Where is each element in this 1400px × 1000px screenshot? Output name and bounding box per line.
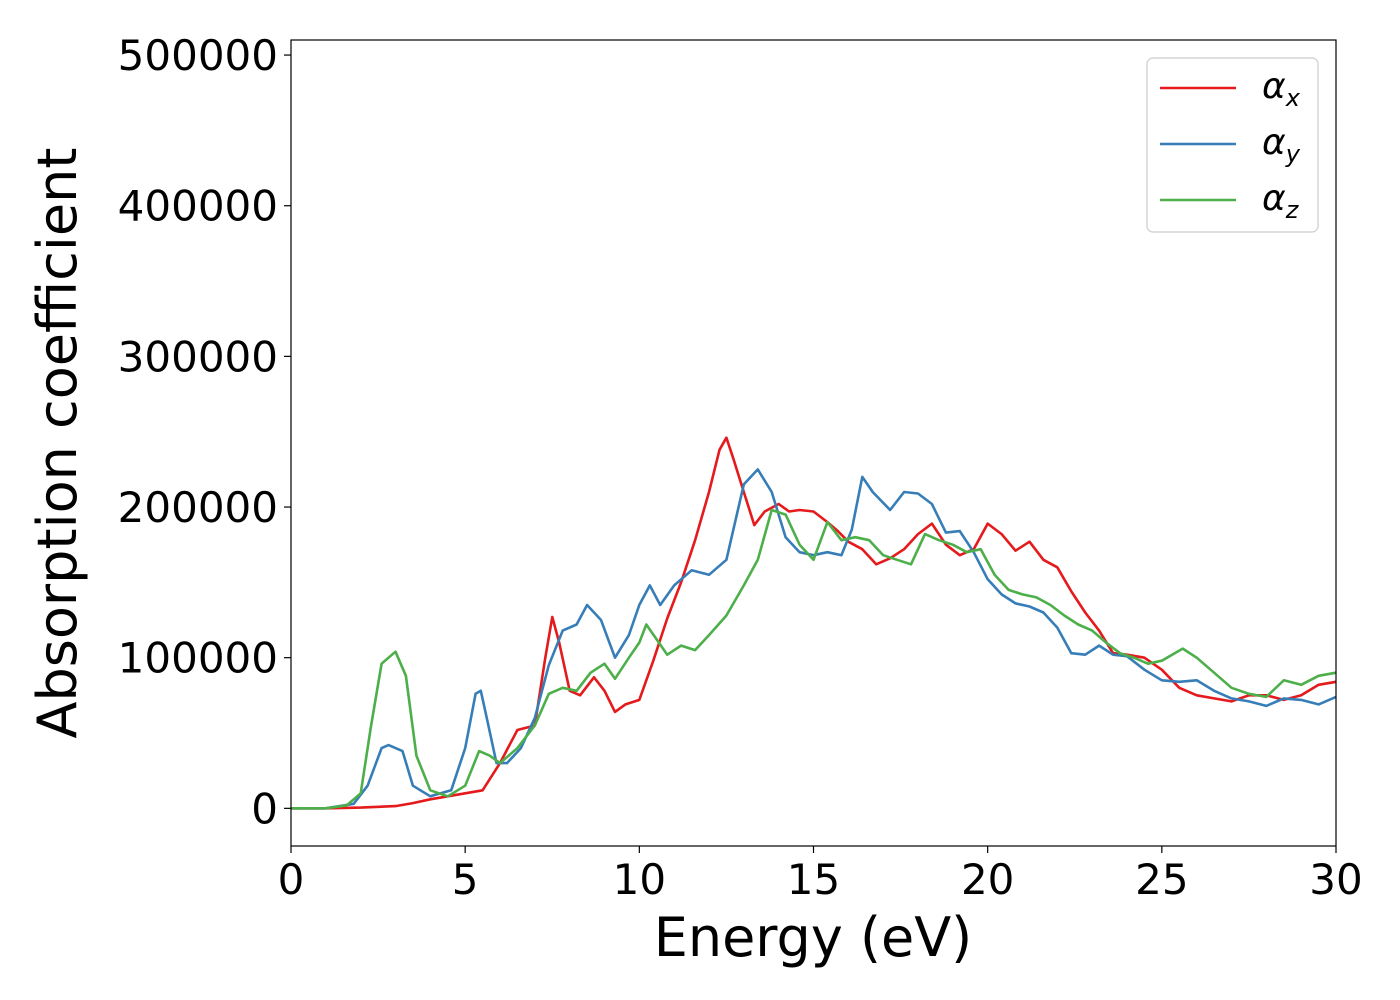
x-tick-label: 25 <box>1135 855 1188 904</box>
legend-symbol: α <box>1262 122 1286 163</box>
legend-subscript: x <box>1285 84 1301 112</box>
plot-lines <box>291 436 1337 810</box>
x-tick-label: 0 <box>278 855 305 904</box>
series-line-x <box>291 436 1337 810</box>
y-tick-label: 100000 <box>118 634 278 683</box>
legend-label-z: αz <box>1262 178 1300 224</box>
x-tick-label: 5 <box>452 855 479 904</box>
y-tick-label: 500000 <box>118 31 278 80</box>
legend-label-y: αy <box>1262 122 1301 168</box>
legend-label-x: αx <box>1262 66 1301 112</box>
y-tick-label: 300000 <box>118 332 278 381</box>
legend-subscript: z <box>1285 196 1300 224</box>
y-tick-label: 400000 <box>118 182 278 231</box>
series-line-y <box>291 468 1337 810</box>
x-axis-label: Energy (eV) <box>654 906 973 969</box>
legend-symbol: α <box>1262 66 1286 107</box>
x-tick-label: 10 <box>613 855 666 904</box>
y-tick-label: 200000 <box>118 483 278 532</box>
legend-subscript: y <box>1285 140 1301 168</box>
x-axis: 0 5 10 15 20 25 30 <box>278 846 1363 904</box>
x-tick-label: 30 <box>1309 855 1362 904</box>
series-line-z <box>291 508 1337 810</box>
x-tick-label: 20 <box>961 855 1014 904</box>
y-tick-label: 0 <box>251 784 278 833</box>
legend-symbol: α <box>1262 178 1286 219</box>
x-tick-label: 15 <box>787 855 840 904</box>
y-axis: 0 100000 200000 300000 400000 500000 <box>118 31 291 833</box>
y-axis-label: Absorption coefficient <box>26 148 89 739</box>
